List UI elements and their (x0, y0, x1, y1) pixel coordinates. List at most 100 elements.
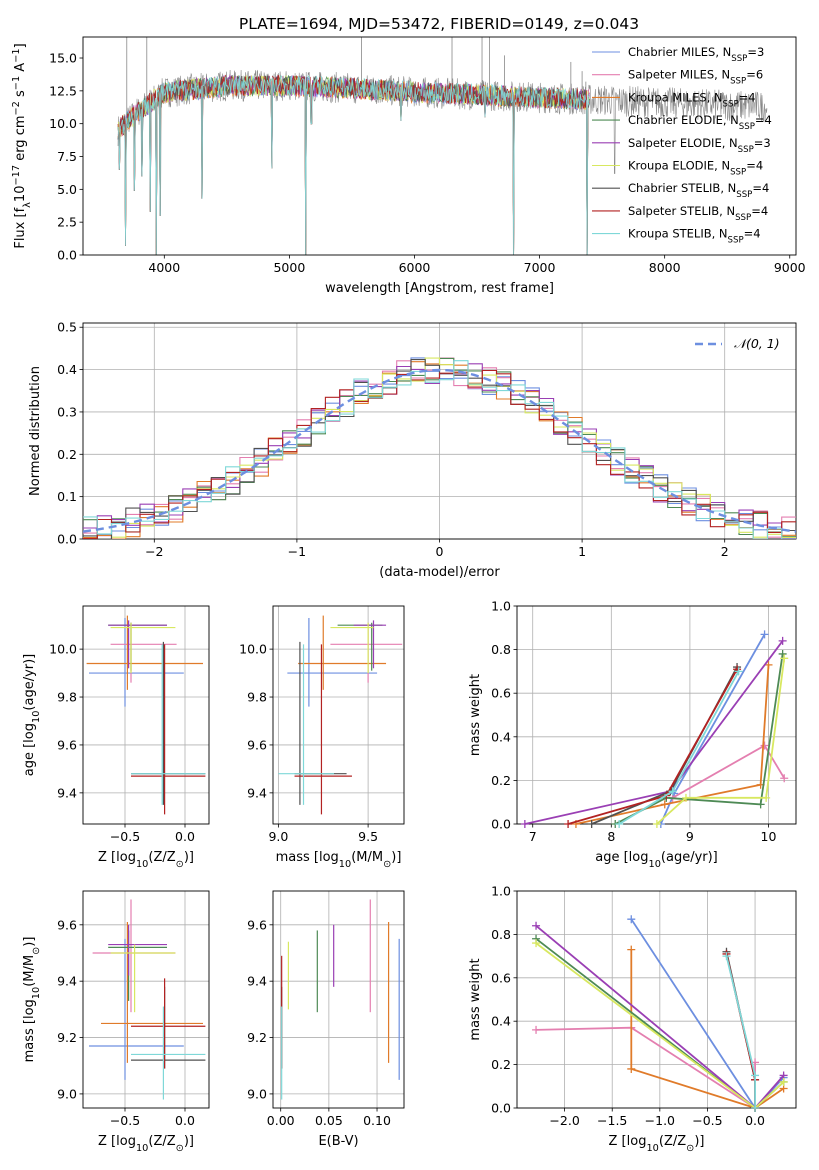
weight-marker (780, 774, 789, 783)
y-tick-label: 9.6 (247, 917, 267, 932)
legend-label: Salpeter STELIB, NSSP=4 (628, 204, 768, 223)
y-tick-label: 9.0 (57, 1086, 77, 1101)
y-tick-label: 0.3 (57, 404, 77, 419)
weight-marker (762, 793, 771, 802)
panel-weight-vs-metallicity: −2.0 −1.5 −1.0 −0.5 0.0 0.0 0.2 0.4 0.6 0.8 1.0 Z [… (468, 884, 797, 1154)
legend-label: Kroupa MILES, NSSP=4 (628, 90, 756, 109)
y-axis-label: mass weight (468, 674, 483, 756)
legend-label: Salpeter ELODIE, NSSP=3 (628, 136, 771, 155)
x-axis-label: (data-model)/error (379, 565, 500, 580)
y-tick-label: 7.5 (57, 149, 77, 164)
panel-residuals: −2 −1 0 1 2 0.0 0.1 0.2 0.3 0.4 0.5 (data-model)/er… (28, 320, 797, 580)
weight-marker (778, 636, 787, 645)
x-tick-label: 9.5 (358, 829, 378, 844)
x-tick-label: −1 (288, 544, 306, 559)
weight-line (524, 640, 784, 825)
figure-title: PLATE=1694, MJD=53472, FIBERID=0149, z=0… (239, 15, 639, 33)
y-tick-label: 0.6 (491, 970, 511, 985)
model-spectrum-line (117, 74, 590, 255)
x-tick-label: 6000 (399, 260, 431, 275)
plot-area (86, 615, 206, 815)
panel-spectrum: PLATE=1694, MJD=53472, FIBERID=0149, z=0… (11, 15, 806, 296)
weight-marker (652, 820, 661, 828)
x-tick-label: −0.5 (110, 1113, 140, 1128)
x-axis-label: Z [log10(Z/Z⊙)] (98, 1134, 194, 1154)
weight-marker (760, 741, 769, 750)
x-axis-label: Z [log10(Z/Z⊙)] (98, 850, 194, 870)
x-tick-label: 0 (436, 544, 444, 559)
weight-line (630, 949, 785, 1109)
weight-marker (760, 630, 769, 639)
y-tick-label: 0.8 (491, 642, 511, 657)
x-tick-label: 10 (761, 829, 777, 844)
axes-frame (82, 322, 797, 540)
y-tick-label: 1.0 (491, 599, 511, 614)
y-tick-label: 0.1 (57, 489, 77, 504)
y-tick-label: 10.0 (239, 642, 267, 657)
panel-age-vs-metallicity: −0.5 0.0 9.4 9.6 9.8 10.0 Z [log10(Z/Z⊙)] age [… (22, 605, 210, 870)
weight-marker (627, 915, 636, 924)
axes-frame (516, 605, 797, 825)
weight-marker (627, 1064, 636, 1073)
x-tick-label: 2 (721, 544, 729, 559)
weight-marker (722, 952, 731, 961)
weight-line (656, 658, 786, 825)
y-tick-label: 0.5 (57, 320, 77, 335)
x-tick-label: 7000 (524, 260, 556, 275)
y-tick-label: 10.0 (49, 642, 77, 657)
plot-area (281, 899, 400, 1100)
weight-marker (660, 800, 669, 809)
panel-mass-vs-extinction: 0.00 0.05 0.10 9.0 9.2 9.4 9.6 E(B-V) (247, 890, 405, 1149)
y-tick-label: 9.4 (247, 974, 267, 989)
y-tick-label: 9.2 (57, 1030, 77, 1045)
plot-area (532, 915, 788, 1112)
weight-marker (564, 820, 573, 828)
legend-label: Chabrier ELODIE, NSSP=4 (628, 113, 772, 132)
x-axis-label: mass [log10(M/M⊙)] (276, 850, 402, 870)
y-tick-label: 0.2 (491, 773, 511, 788)
axes-frame (82, 36, 797, 256)
weight-marker (681, 793, 690, 802)
axes-frame (516, 890, 797, 1109)
residual-histogram-step (83, 369, 796, 539)
y-tick-label: 10.0 (49, 116, 77, 131)
y-tick-label: 5.0 (57, 182, 77, 197)
x-axis-label: age [log10(age/yr)] (595, 850, 718, 870)
weight-marker (780, 654, 789, 663)
y-axis-label: Flux [fλ10−17 erg cm−2 s−1 A−1] (11, 43, 33, 248)
weight-marker (532, 1025, 541, 1034)
y-tick-label: 0.0 (57, 532, 77, 547)
weight-marker (668, 787, 677, 796)
legend-label: Chabrier STELIB, NSSP=4 (628, 181, 769, 200)
weight-line (575, 664, 770, 825)
y-tick-label: 2.5 (57, 215, 77, 230)
y-tick-label: 15.0 (49, 51, 77, 66)
x-tick-label: −1.5 (597, 1113, 627, 1128)
y-tick-label: 9.4 (247, 785, 267, 800)
y-tick-label: 9.4 (57, 785, 77, 800)
y-tick-label: 0.6 (491, 686, 511, 701)
axes-frame (272, 605, 405, 825)
x-tick-label: −1.0 (645, 1113, 675, 1128)
weight-marker (756, 800, 765, 809)
y-tick-label: 0.8 (491, 927, 511, 942)
x-axis-label: E(B-V) (318, 1134, 358, 1149)
x-tick-label: 4000 (148, 260, 180, 275)
y-axis-label: age [log10(age/yr)] (22, 654, 42, 777)
y-tick-label: 9.8 (57, 690, 77, 705)
y-tick-label: 0.0 (491, 817, 511, 832)
y-tick-label: 0.4 (491, 729, 511, 744)
plot-area (278, 615, 403, 815)
y-tick-label: 0.4 (57, 362, 77, 377)
x-tick-label: 8 (607, 829, 615, 844)
x-tick-label: 5000 (273, 260, 305, 275)
plot-area (83, 357, 796, 539)
legend-label: Kroupa STELIB, NSSP=4 (628, 227, 761, 246)
y-tick-label: 9.6 (57, 917, 77, 932)
y-tick-label: 9.0 (247, 1086, 267, 1101)
plot-area (89, 899, 206, 1100)
x-tick-label: −2.0 (549, 1113, 579, 1128)
weight-marker (532, 921, 541, 930)
x-tick-label: 0.00 (267, 1113, 295, 1128)
